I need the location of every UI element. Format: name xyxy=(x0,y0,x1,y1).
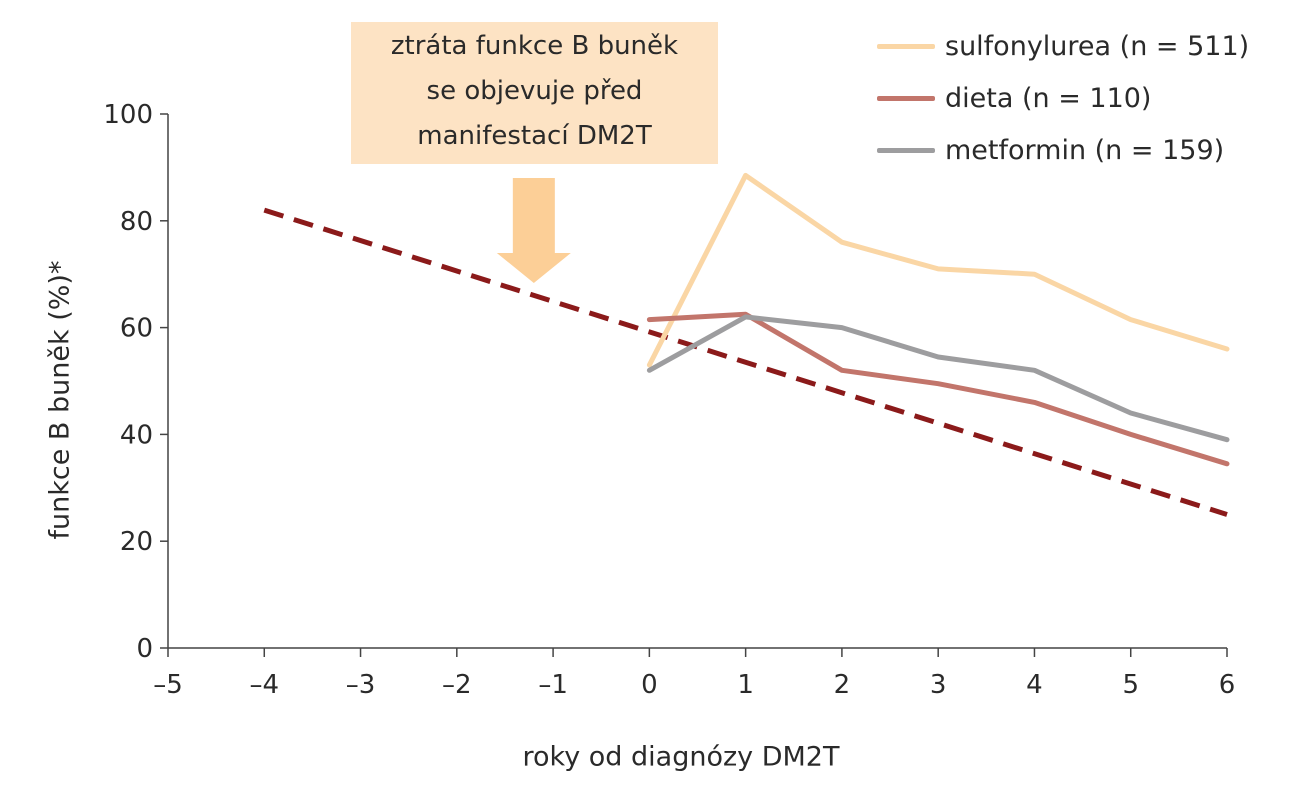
x-tick-label: –5 xyxy=(153,670,183,700)
annotation-line-3: manifestací DM2T xyxy=(417,121,652,151)
x-tick-label: 0 xyxy=(641,670,658,700)
series-line-1 xyxy=(646,311,1230,467)
x-axis-label: roky od diagnózy DM2T xyxy=(522,741,840,773)
annotation-arrow xyxy=(496,178,571,283)
legend: sulfonylurea (n = 511) dieta (n = 110) m… xyxy=(877,20,1249,176)
x-tick-label: –3 xyxy=(346,670,376,700)
ticks: 0 20 40 60 80 100 –5 –4 –3 –2 –1 0 1 2 3 4 5 6 xyxy=(103,100,1235,700)
series-line-2 xyxy=(646,314,1230,443)
legend-swatch xyxy=(877,43,935,49)
x-tick-label: 2 xyxy=(834,670,851,700)
x-tick-label: 1 xyxy=(737,670,754,700)
x-tick-label: 4 xyxy=(1026,670,1043,700)
y-axis-label: funkce B buněk (%)* xyxy=(44,260,76,540)
legend-item-metformin: metformin (n = 159) xyxy=(877,124,1249,176)
x-tick-label: 6 xyxy=(1219,670,1236,700)
y-tick-label: 80 xyxy=(120,207,153,237)
legend-label: dieta (n = 110) xyxy=(945,82,1152,114)
legend-label: sulfonylurea (n = 511) xyxy=(945,30,1250,62)
y-tick-label: 0 xyxy=(136,634,153,664)
y-tick-label: 100 xyxy=(103,100,153,130)
annotation-line-1: ztráta funkce B buněk xyxy=(390,31,679,61)
legend-label: metformin (n = 159) xyxy=(945,134,1225,166)
series-layer xyxy=(646,172,1230,467)
annotation-line-2: se objevuje před xyxy=(426,76,643,106)
legend-swatch xyxy=(877,147,935,153)
annotation-arrow-layer xyxy=(496,178,571,283)
legend-item-sulfonylurea: sulfonylurea (n = 511) xyxy=(877,20,1249,72)
y-tick-label: 20 xyxy=(120,527,153,557)
axes xyxy=(167,114,1227,649)
x-tick-label: –2 xyxy=(442,670,472,700)
y-tick-label: 40 xyxy=(120,420,153,450)
legend-swatch xyxy=(877,95,935,101)
x-tick-label: –1 xyxy=(538,670,568,700)
series-line-0 xyxy=(646,172,1230,368)
trend-line xyxy=(263,207,1228,517)
trend-layer xyxy=(263,207,1228,517)
x-tick-label: –4 xyxy=(249,670,279,700)
y-tick-label: 60 xyxy=(120,314,153,344)
x-tick-label: 5 xyxy=(1122,670,1139,700)
x-tick-label: 3 xyxy=(930,670,947,700)
annotation-callout: ztráta funkce B buněk se objevuje před m… xyxy=(351,22,718,164)
legend-item-dieta: dieta (n = 110) xyxy=(877,72,1249,124)
